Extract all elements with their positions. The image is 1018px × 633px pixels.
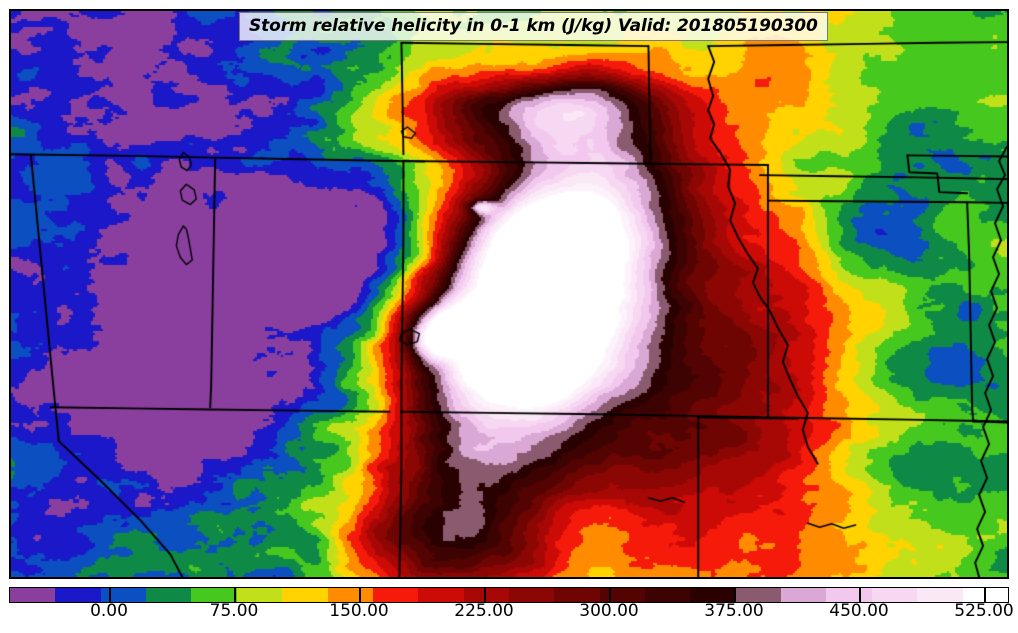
colorbar-tick-label: 0.00 [90,601,128,621]
colorbar-segment [191,588,237,602]
colorbar-tick-label: 375.00 [704,601,764,621]
colorbar-segment [418,588,464,602]
colorbar-segment [645,588,691,602]
map-panel [9,9,1009,579]
colorbar-segment [236,588,283,602]
colorbar-segment [690,588,736,602]
helicity-contour-field [11,11,1007,577]
colorbar-segment [372,588,419,602]
colorbar-segment [599,588,646,602]
colorbar-gradient [9,587,1009,603]
colorbar-segment [962,588,1008,602]
colorbar-segment [826,588,872,602]
colorbar-tick-label: 150.00 [329,601,389,621]
colorbar-segment [917,588,963,602]
colorbar-segment [282,588,328,602]
colorbar-tick-label: 225.00 [454,601,514,621]
colorbar-segment [146,588,192,602]
colorbar-tick-labels: 0.00 75.00 150.00 225.00 300.00 375.00 450.00 5… [9,601,1014,627]
colorbar-segment [554,588,600,602]
map-title: Storm relative helicity in 0-1 km (J/kg)… [239,12,828,41]
colorbar-tick-label: 75.00 [209,601,259,621]
colorbar-segment [100,588,147,602]
colorbar-segment [781,588,827,602]
colorbar-segment [871,588,918,602]
colorbar-segment [463,588,509,602]
colorbar-segment [10,588,56,602]
colorbar [9,587,1009,603]
colorbar-tick-label: 450.00 [829,601,889,621]
colorbar-tick-label: 300.00 [579,601,639,621]
colorbar-segment [508,588,555,602]
colorbar-segment [735,588,782,602]
colorbar-tick-label: 525.00 [954,601,1014,621]
colorbar-segment [327,588,373,602]
colorbar-segment [55,588,101,602]
